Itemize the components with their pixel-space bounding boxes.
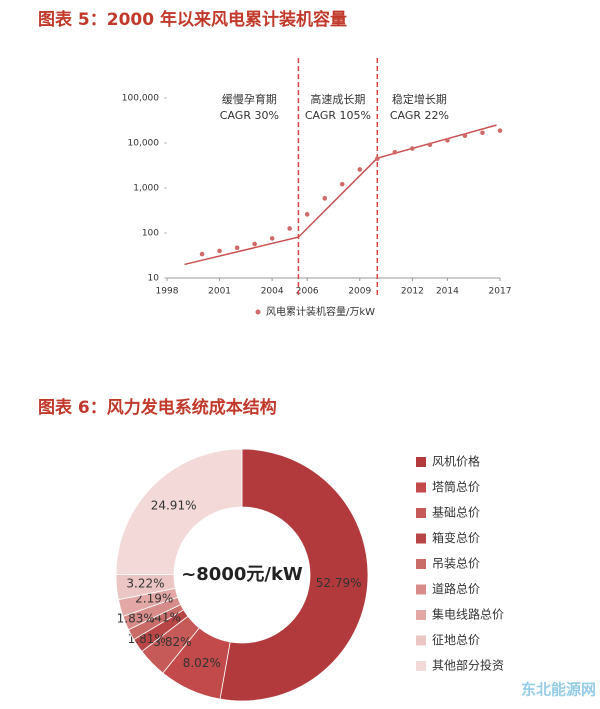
data-point [287,226,292,231]
data-point [269,236,275,241]
legend-label: 吊装总价 [432,557,480,571]
donut-slice [219,448,369,702]
data-point [252,241,257,247]
legend-swatch [416,508,426,518]
x-tick-label: 2009 [348,287,371,297]
data-point [199,251,205,257]
data-point [234,245,240,251]
value-label: 3.82% [153,635,191,649]
x-tick-label: 2014 [436,287,459,297]
trend-line [184,124,497,266]
donut-slice [115,448,243,576]
x-tick-label: 2017 [489,287,512,297]
legend-label: 风机价格 [432,454,480,469]
data-point [445,138,450,143]
phase-label: 稳定增长期 [392,92,447,106]
data-point [217,248,222,254]
legend-label: 征地总价 [432,633,480,647]
y-tick-label: 10 [148,274,160,284]
legend-label: 其他部分投资 [432,658,504,673]
legend-swatch [416,635,426,646]
legend-swatch [416,559,426,569]
data-point [357,167,363,172]
y-tick-label: 10,000 [128,139,160,149]
chart-title: 图表 5：2000 年以来风电累计装机容量 [38,9,347,30]
legend-label: 基础总价 [432,506,480,520]
data-point [339,181,345,187]
legend-label: 集电线路总价 [432,607,504,622]
chart-title: 图表 6：风力发电系统成本结构 [38,397,277,418]
legend-label: 塔筒总价 [432,479,480,494]
y-tick-label: 1,000 [133,184,159,194]
legend-swatch [416,457,426,467]
legend-label: 箱变总价 [432,530,480,545]
phase-label: 缓慢孕育期 [222,92,277,106]
legend-marker [255,309,261,315]
data-point [427,142,433,148]
legend-swatch [416,584,426,595]
x-tick-label: 2012 [401,287,424,297]
center-label: ~8000元/kW [181,564,303,585]
phase-label: 高速成长期 [310,92,365,106]
data-point [462,133,468,138]
x-tick-label: 1998 [156,287,179,297]
x-tick-label: 2006 [296,287,319,297]
y-tick-label: 100 [142,229,159,239]
value-label: 3.22% [126,577,164,591]
legend-label: 风电累计装机容量/万kW [266,305,375,318]
phase-cagr: CAGR 30% [220,109,279,122]
data-point [497,128,503,133]
watermark: 东北能源网 [521,681,596,699]
legend-swatch [416,482,426,493]
x-tick-label: 2004 [261,287,284,297]
data-point [322,196,328,201]
legend-swatch [416,661,426,671]
value-label: 24.91% [151,499,197,513]
legend-swatch [416,610,426,620]
legend-swatch [416,533,426,544]
value-label: 2.19% [135,591,173,605]
data-point [392,149,398,155]
data-point [375,156,380,162]
phase-cagr: CAGR 22% [390,109,449,122]
value-label: 8.02% [183,656,221,670]
phase-cagr: CAGR 105% [305,109,371,122]
data-point [480,130,485,136]
legend-label: 道路总价 [432,581,480,596]
data-point [410,146,415,151]
x-tick-label: 2001 [208,287,231,297]
value-label: 52.79% [316,576,362,590]
y-tick-label: 100,000 [122,94,159,104]
data-point [304,212,310,217]
